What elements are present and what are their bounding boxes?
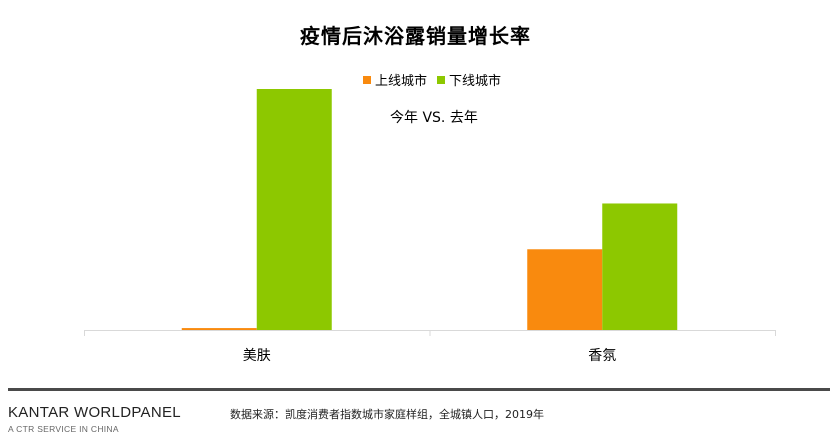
legend-swatch-series-2 xyxy=(437,75,446,84)
legend-label-series-1: 上线城市 xyxy=(375,74,428,89)
legend-item-series-2: 下线城市 xyxy=(437,70,501,89)
legend-label-series-2: 下线城市 xyxy=(449,74,502,89)
x-tick-label: 美肤 xyxy=(243,348,271,364)
legend-swatch-series-1 xyxy=(363,75,371,84)
kantar-logo: KANTAR WORLDPANEL xyxy=(8,404,181,421)
bar-1-2 xyxy=(527,249,603,330)
chart-title: 疫情后沐浴露销量增长率 xyxy=(300,24,531,48)
bar-1-1 xyxy=(181,328,257,330)
chart-annotation: 今年 VS. 去年 xyxy=(390,110,478,126)
chart-legend: 上线城市 下线城市 xyxy=(363,70,511,89)
data-source-note: 数据来源：凯度消费者指数城市家庭样组，全城镇人口，2019年 xyxy=(230,408,544,421)
legend-item-series-1: 上线城市 xyxy=(363,70,427,89)
kantar-logo-subtitle: A CTR SERVICE IN CHINA xyxy=(8,424,119,434)
bar-2-1 xyxy=(256,89,332,330)
bar-2-2 xyxy=(602,203,678,330)
footer-divider xyxy=(8,388,830,391)
x-tick-label: 香氛 xyxy=(588,348,616,364)
bar-chart: 美肤 香氛 xyxy=(84,89,776,364)
